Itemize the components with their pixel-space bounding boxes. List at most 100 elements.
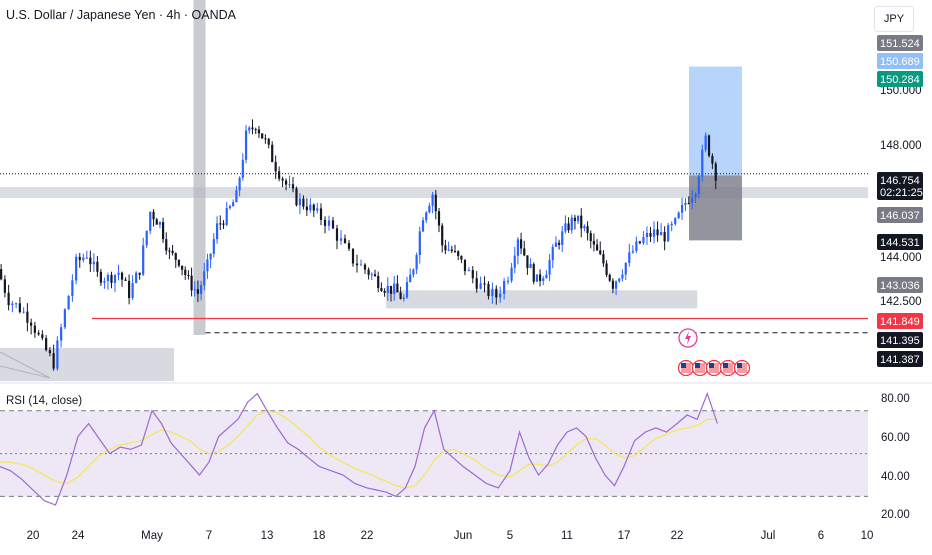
price-label-bg-8 xyxy=(877,332,923,348)
candle-body-199 xyxy=(680,204,684,213)
candle-body-100 xyxy=(347,243,351,249)
candle-body-119 xyxy=(412,269,415,275)
candle-body-99 xyxy=(343,238,347,244)
price-label-bg-6 xyxy=(877,277,923,293)
candle-body-117 xyxy=(405,282,409,298)
candle-body-39 xyxy=(142,245,145,275)
candle-body-76 xyxy=(261,133,264,139)
candle-body-96 xyxy=(331,220,335,229)
candle-body-131 xyxy=(450,249,453,252)
candle-body-48 xyxy=(171,250,174,254)
candle-body-53 xyxy=(187,274,190,276)
candle-body-118 xyxy=(409,274,412,283)
candle-body-116 xyxy=(402,297,405,299)
candle-body-93 xyxy=(319,208,323,220)
candle-body-79 xyxy=(271,144,274,163)
flag-us-canton-0 xyxy=(681,363,686,368)
candle-body-89 xyxy=(305,206,308,211)
rsi-line xyxy=(0,391,718,506)
candle-body-8 xyxy=(30,322,33,326)
candle-body-40 xyxy=(145,230,148,246)
candle-body-112 xyxy=(389,285,393,294)
candle-body-9 xyxy=(33,325,36,333)
candle-body-121 xyxy=(418,231,421,255)
demand-zone xyxy=(386,290,698,309)
candle-body-24 xyxy=(89,257,92,265)
candle-body-94 xyxy=(323,219,327,226)
candle-body-145 xyxy=(503,280,506,294)
price-tick-label: 144.000 xyxy=(880,252,922,264)
currency-button[interactable]: JPY xyxy=(874,6,914,32)
candle-body-80 xyxy=(274,162,277,172)
flag-us-canton-3 xyxy=(723,363,728,368)
price-label: 141.849 xyxy=(880,316,920,328)
x-tick-label: 22 xyxy=(671,530,684,542)
candle-body-203 xyxy=(694,194,697,198)
candle-body-68 xyxy=(235,190,238,203)
candle-body-38 xyxy=(138,272,141,275)
price-label-bg-9 xyxy=(877,351,923,367)
candle-body-188 xyxy=(642,237,645,244)
price-label: 141.395 xyxy=(880,335,920,347)
candle-body-197 xyxy=(674,218,677,224)
candle-body-173 xyxy=(592,241,596,245)
candle-body-157 xyxy=(542,278,545,281)
candle-body-21 xyxy=(78,256,81,261)
x-tick-label: Jun xyxy=(454,530,473,542)
candle-body-26 xyxy=(96,261,99,272)
candle-body-65 xyxy=(225,208,228,225)
candle-body-205 xyxy=(701,149,704,177)
candle-body-178 xyxy=(608,274,611,281)
rsi-band xyxy=(0,410,868,497)
candle-body-196 xyxy=(670,223,673,226)
candle-body-166 xyxy=(570,217,573,231)
candle-body-185 xyxy=(631,250,634,253)
candle-body-49 xyxy=(174,253,177,260)
price-label: 150.689 xyxy=(880,56,920,68)
candle-body-126 xyxy=(434,194,437,212)
candle-body-90 xyxy=(309,204,312,211)
candle-body-193 xyxy=(660,232,663,236)
candle-body-103 xyxy=(359,264,363,266)
candle-body-133 xyxy=(457,251,460,256)
candle-body-85 xyxy=(291,184,295,189)
candle-body-87 xyxy=(298,198,302,206)
candle-body-29 xyxy=(106,274,110,282)
candle-body-20 xyxy=(75,256,78,281)
candle-body-190 xyxy=(649,232,652,237)
resistance-zone xyxy=(0,187,868,199)
candle-body-122 xyxy=(421,220,425,232)
candle-body-127 xyxy=(437,211,441,226)
candle-body-164 xyxy=(564,223,567,232)
candle-body-82 xyxy=(281,178,284,181)
candle-body-46 xyxy=(165,239,168,251)
candle-body-111 xyxy=(386,285,389,293)
candle-body-32 xyxy=(117,272,120,275)
price-tick-label: 148.000 xyxy=(880,140,922,152)
candle-body-140 xyxy=(483,283,486,285)
price-tick-label: 150.000 xyxy=(880,85,922,97)
vertical-highlight xyxy=(193,0,206,335)
candle-body-135 xyxy=(463,259,467,272)
candle-body-91 xyxy=(312,204,315,211)
candle-body-168 xyxy=(576,215,580,222)
candle-body-179 xyxy=(611,280,615,289)
candle-body-14 xyxy=(52,353,55,369)
candle-body-187 xyxy=(638,241,641,244)
candle-body-33 xyxy=(120,272,124,280)
rsi-title: RSI (14, close) xyxy=(6,395,83,407)
flag-us-canton-1 xyxy=(695,363,700,368)
candle-body-12 xyxy=(45,338,48,351)
candle-body-47 xyxy=(168,250,171,252)
candle-body-97 xyxy=(335,228,339,241)
price-label: 150.284 xyxy=(880,74,920,86)
candle-body-22 xyxy=(82,257,85,261)
candle-body-200 xyxy=(684,202,687,205)
candle-body-129 xyxy=(444,245,447,251)
candle-body-149 xyxy=(516,239,520,256)
candle-body-109 xyxy=(380,288,383,291)
candle-body-169 xyxy=(580,215,583,229)
candle-body-13 xyxy=(48,350,51,354)
